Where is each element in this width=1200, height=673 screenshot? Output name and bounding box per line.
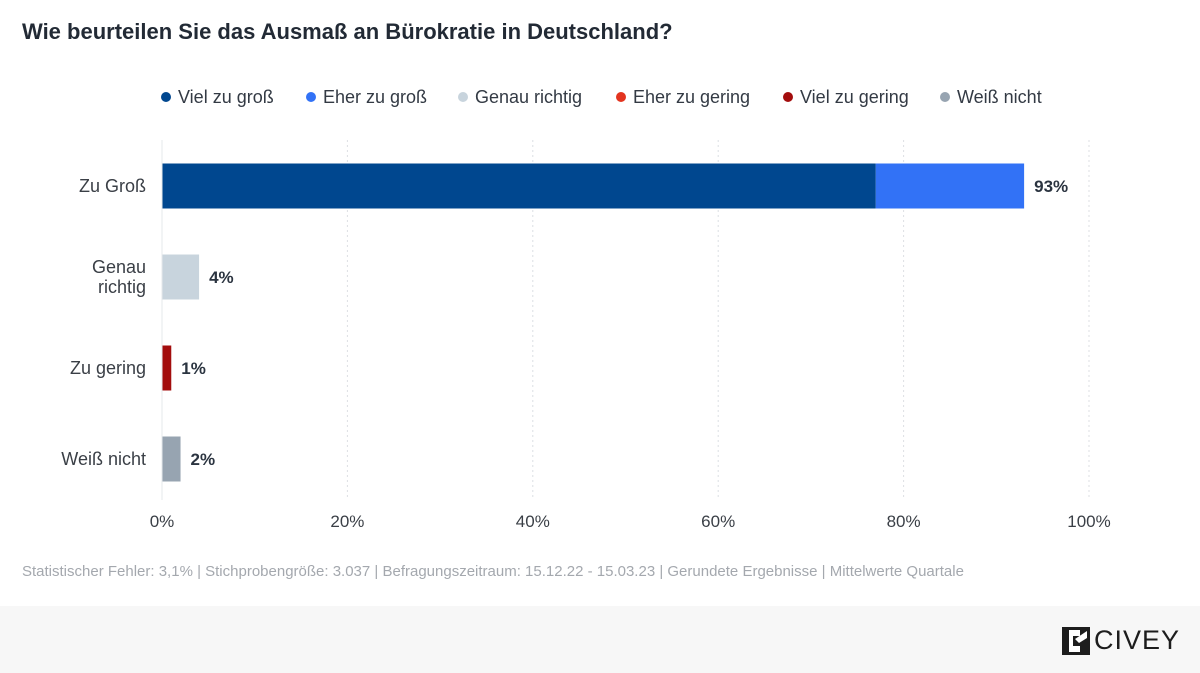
legend-label: Viel zu gering [800, 86, 909, 107]
legend-item[interactable]: Viel zu groß [161, 84, 274, 110]
x-tick-label: 0% [150, 512, 175, 531]
category-label: Zu Groß [79, 176, 146, 196]
brand-logo[interactable]: CIVEY [1061, 625, 1180, 656]
legend-dot-icon [616, 92, 626, 102]
footnote: Statistischer Fehler: 3,1% | Stichproben… [22, 563, 964, 580]
bar-value-label: 1% [181, 359, 206, 378]
legend-label: Eher zu groß [323, 86, 428, 107]
legend-label: Viel zu groß [178, 86, 274, 107]
legend-dot-icon [940, 92, 950, 102]
legend-item[interactable]: Viel zu gering [783, 84, 909, 110]
bar-segment[interactable] [162, 345, 172, 391]
bar-segment[interactable] [162, 254, 200, 300]
legend-dot-icon [458, 92, 468, 102]
bar-value-label: 4% [209, 268, 234, 287]
bar-chart: 93% Zu Groß 4% Genau richtig 1% Zu gering 2% Wei… [61, 140, 1111, 531]
x-tick-label: 80% [887, 512, 921, 531]
x-tick-label: 20% [330, 512, 364, 531]
legend-label: Genau richtig [475, 86, 583, 107]
legend-dot-icon [783, 92, 793, 102]
x-tick-label: 100% [1067, 512, 1110, 531]
legend-label: Eher zu gering [633, 86, 751, 107]
legend-item[interactable]: Genau richtig [458, 84, 582, 110]
brand-name: CIVEY [1093, 625, 1180, 655]
legend-dot-icon [161, 92, 171, 102]
category-label: Weiß nicht [61, 449, 146, 469]
category-label: Genau richtig [92, 257, 146, 297]
category-label: Zu gering [70, 358, 146, 378]
bar-value-label: 2% [191, 450, 216, 469]
legend-item[interactable]: Eher zu groß [306, 84, 427, 110]
bar-segment[interactable] [162, 436, 181, 482]
legend-item[interactable]: Weiß nicht [940, 84, 1042, 110]
x-tick-label: 60% [701, 512, 735, 531]
bar-segment[interactable] [162, 163, 876, 209]
x-tick-label: 40% [516, 512, 550, 531]
footer-bar: CIVEY [0, 606, 1200, 673]
civey-logo-icon [1061, 626, 1090, 655]
legend-item[interactable]: Eher zu gering [616, 84, 750, 110]
legend-label: Weiß nicht [957, 86, 1042, 107]
chart-legend: Viel zu groß Eher zu groß Genau richtig Ehe… [0, 84, 1200, 110]
legend-dot-icon [306, 92, 316, 102]
bar-segment[interactable] [875, 163, 1025, 209]
chart-title: Wie beurteilen Sie das Ausmaß an Bürokra… [22, 19, 673, 44]
bar-value-label: 93% [1034, 177, 1068, 196]
